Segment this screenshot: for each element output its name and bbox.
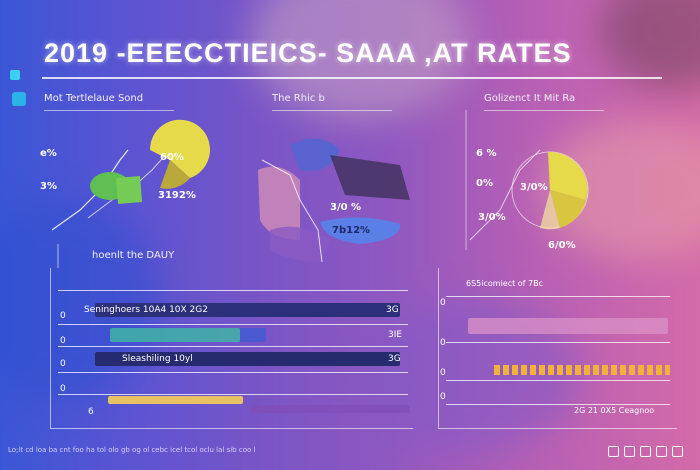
footer-icon-5[interactable] <box>672 446 683 457</box>
bar-value: 3192% <box>158 190 196 201</box>
pie-right-yellow <box>548 151 588 200</box>
panel-1-label-text: Mot Tertlelaue Sond <box>44 93 144 104</box>
right-row-line-1 <box>446 296 670 297</box>
mid-value: 3/0 % <box>330 202 362 213</box>
right-bar-orange-strip <box>494 365 670 375</box>
pie-yellow <box>149 119 210 178</box>
panel-3-label: Golizenct It Mit Ra <box>484 93 604 111</box>
left-bar-2-right: 3IE <box>388 330 403 340</box>
panel-3-underline <box>484 110 604 111</box>
bar-panel-right <box>438 268 677 429</box>
app-icon-small <box>10 70 20 80</box>
right-row-number-1: 0 <box>440 298 446 308</box>
row-number-1: 0 <box>60 311 66 321</box>
right-row-line-2 <box>446 342 670 343</box>
page-title: 2019 -EEECCTIEICS- SAAA ,AT RATES <box>44 38 572 68</box>
pie-3-a: 6 % <box>476 148 497 159</box>
left-bar-2 <box>110 328 240 342</box>
left-bar-5 <box>250 405 410 413</box>
footer-icon-3[interactable] <box>640 446 651 457</box>
left-row-line-1 <box>58 290 408 291</box>
left-row-line-3 <box>58 346 408 347</box>
left-annotation-b: 3% <box>40 181 57 192</box>
right-row-number-2: 0 <box>440 338 446 348</box>
pie-3-e: 6/0% <box>548 240 576 251</box>
pie-yellow-slice <box>160 160 190 189</box>
panel-1-underline <box>44 110 174 111</box>
purple-shape-mid <box>270 226 330 262</box>
left-bar-2b <box>240 328 266 342</box>
background-blur-3 <box>0 200 160 400</box>
title-divider <box>42 77 662 79</box>
left-row-line-2 <box>58 324 408 325</box>
panel-2-label: The Rhic b <box>272 93 392 111</box>
pie-3-d: 3/0% <box>478 212 506 223</box>
panel-3-label-text: Golizenct It Mit Ra <box>484 93 576 104</box>
pie-1-value: 60% <box>160 152 184 163</box>
right-panel-header: 6S5icomiect of 7Bc <box>466 279 544 288</box>
right-row-number-4: 0 <box>440 392 446 402</box>
left-bar-1-label: Seninghoers 10A4 10X 2G2 <box>84 305 208 315</box>
right-bar-pink <box>468 318 668 334</box>
panel-2-underline <box>272 110 392 111</box>
dark-shape <box>330 155 410 200</box>
right-row-line-3 <box>446 380 670 381</box>
right-row-number-3: 0 <box>440 368 446 378</box>
right-row-line-4 <box>446 404 670 405</box>
section-label: hoenlt the DAUY <box>92 250 175 261</box>
left-bar-3-label: Sleashiling 10yl <box>122 354 193 364</box>
footer-icon-2[interactable] <box>624 446 635 457</box>
row-number-4: 0 <box>60 384 66 394</box>
pie-3-b: 0% <box>476 178 493 189</box>
green-shape-2 <box>116 176 142 204</box>
app-icon <box>12 92 26 106</box>
line-chart-mid <box>261 159 323 263</box>
left-bar-3 <box>95 352 400 366</box>
pink-shape <box>258 166 300 240</box>
blue-shape <box>290 138 340 171</box>
right-panel-footer: 2G 21 0X5 Ceagnoo <box>574 406 655 415</box>
left-row-line-4 <box>58 372 408 373</box>
line-chart-right <box>469 149 541 241</box>
row-number-5: 6 <box>88 407 94 417</box>
blue-bar-mid <box>320 217 401 244</box>
left-bar-4 <box>108 396 243 404</box>
left-annotation-a: e% <box>40 148 57 159</box>
footer-icon-4[interactable] <box>656 446 667 457</box>
left-bar-1 <box>95 303 400 317</box>
pie-right-light <box>540 190 560 230</box>
footer-icon-1[interactable] <box>608 446 619 457</box>
pie-right-yellow-2 <box>550 190 586 228</box>
pie-3-c: 3/0% <box>520 182 548 193</box>
left-bar-1-right: 3G <box>386 305 399 315</box>
row-number-3: 0 <box>60 359 66 369</box>
panel-2-label-text: The Rhic b <box>272 93 325 104</box>
row-number-2: 0 <box>60 336 66 346</box>
bar-panel-left <box>50 268 413 429</box>
left-row-line-5 <box>58 394 408 395</box>
footer-text: Lo;lt cd loa ba cnt foo ha tol olo gb og… <box>8 446 256 454</box>
mid-value-2: 7b12% <box>332 225 371 236</box>
panel-1-label: Mot Tertlelaue Sond <box>44 93 174 111</box>
left-bar-3-right: 3G <box>388 354 401 364</box>
